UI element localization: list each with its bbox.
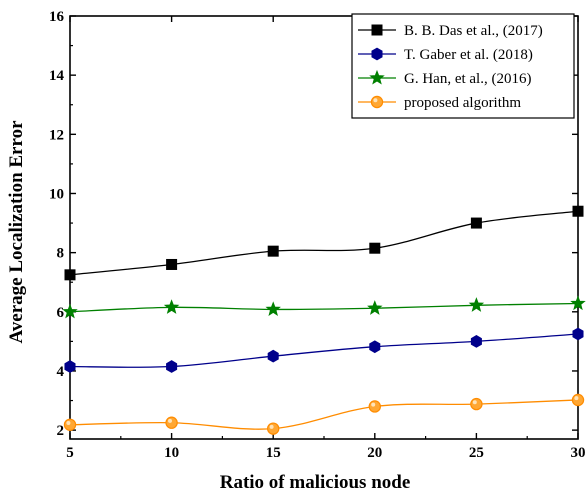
x-tick-label: 10 <box>164 445 179 461</box>
data-point-highlight <box>168 418 172 423</box>
y-tick-label: 6 <box>57 305 65 321</box>
data-point-highlight <box>371 402 376 407</box>
data-point <box>369 340 381 354</box>
data-point <box>63 418 77 432</box>
series-line <box>69 333 579 368</box>
y-tick-label: 8 <box>57 246 65 262</box>
data-point <box>166 258 178 270</box>
data-point <box>165 416 178 429</box>
series-line <box>69 399 579 430</box>
data-point-body <box>571 393 585 407</box>
x-tick-label: 25 <box>469 445 484 461</box>
data-point <box>468 297 485 312</box>
data-point <box>267 422 280 435</box>
legend-label: proposed algorithm <box>404 95 521 111</box>
data-point <box>572 327 584 341</box>
data-point <box>267 245 279 257</box>
data-point-body <box>165 416 178 429</box>
legend-marker <box>371 24 383 36</box>
legend-label: G. Han, et al., (2016) <box>404 71 531 87</box>
x-tick-label: 15 <box>266 445 281 461</box>
data-point-highlight <box>574 396 579 401</box>
data-point <box>367 300 383 315</box>
legend-marker-body <box>370 95 384 109</box>
x-axis-title: Ratio of malicious node <box>220 472 411 493</box>
data-point-body <box>267 422 280 435</box>
legend-label: B. B. Das et al., (2017) <box>404 23 543 39</box>
data-point <box>470 335 482 348</box>
data-point <box>166 360 178 373</box>
legend-item: G. Han, et al., (2016) <box>358 69 531 87</box>
x-tick-label: 20 <box>367 445 382 461</box>
series-1 <box>64 327 584 373</box>
legend: B. B. Das et al., (2017) T. Gaber et al. … <box>351 13 575 119</box>
data-point <box>265 301 281 316</box>
data-point-highlight <box>66 421 71 426</box>
x-tick-label: 5 <box>66 445 74 461</box>
data-point-body <box>63 418 77 432</box>
legend-marker <box>371 47 383 61</box>
data-point <box>64 360 76 373</box>
y-tick-label: 16 <box>49 9 65 25</box>
series-0 <box>64 205 584 281</box>
legend-marker <box>369 69 385 85</box>
legend-marker <box>370 95 384 109</box>
legend-label: T. Gaber et al. (2018) <box>404 47 533 63</box>
data-point <box>62 303 78 319</box>
data-point-highlight <box>472 400 477 405</box>
y-tick-label: 12 <box>49 127 64 143</box>
series-layer <box>62 205 586 435</box>
data-point <box>470 217 482 229</box>
data-point-body <box>368 400 381 413</box>
data-point <box>470 397 483 411</box>
data-point <box>570 295 586 311</box>
y-axis-title: Average Localization Error <box>6 120 27 344</box>
data-point <box>572 205 584 217</box>
data-point <box>267 349 279 363</box>
y-tick-label: 14 <box>49 68 65 84</box>
data-point-highlight <box>269 424 274 429</box>
data-point <box>571 393 585 407</box>
y-tick-label: 4 <box>57 364 65 380</box>
series-2 <box>62 295 586 319</box>
y-tick-label: 2 <box>57 423 65 439</box>
series-3 <box>63 393 585 435</box>
x-tick-label: 30 <box>571 445 586 461</box>
series-line <box>69 302 579 313</box>
legend-item: proposed algorithm <box>358 95 521 111</box>
legend-item: B. B. Das et al., (2017) <box>358 23 543 39</box>
legend-item: T. Gaber et al. (2018) <box>358 47 533 63</box>
data-point-body <box>470 397 483 411</box>
legend-box <box>351 13 575 119</box>
legend-marker-highlight <box>373 98 378 103</box>
y-tick-label: 10 <box>49 186 64 202</box>
data-point <box>64 269 76 281</box>
series-line <box>69 210 579 276</box>
data-point <box>369 242 381 254</box>
data-point <box>368 400 381 413</box>
data-point <box>163 299 180 314</box>
axes: 5 10 15 20 25 30 2 4 6 8 10 12 14 16 <box>49 9 586 461</box>
